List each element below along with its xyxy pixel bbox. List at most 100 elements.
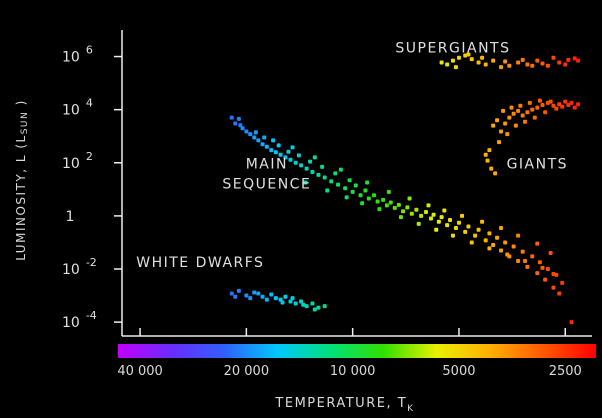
- point-giants: [507, 115, 512, 120]
- point-main-sequence: [312, 155, 317, 160]
- point-main-sequence: [283, 155, 288, 160]
- point-giants: [525, 110, 530, 115]
- point-main-sequence: [530, 254, 535, 259]
- point-main-sequence: [388, 200, 393, 205]
- point-main-sequence: [392, 205, 397, 210]
- point-giants: [493, 171, 498, 176]
- point-main-sequence: [375, 199, 380, 204]
- point-main-sequence: [523, 259, 528, 264]
- region-label: Giants: [507, 157, 568, 173]
- point-white-dwarfs: [322, 304, 327, 309]
- point-main-sequence: [426, 203, 431, 208]
- point-main-sequence: [278, 152, 283, 157]
- point-main-sequence: [505, 252, 510, 257]
- point-main-sequence: [338, 167, 343, 172]
- point-supergiants: [456, 55, 461, 60]
- point-supergiants: [491, 58, 496, 63]
- point-giants: [557, 102, 562, 107]
- point-main-sequence: [511, 244, 516, 249]
- point-main-sequence: [316, 172, 321, 177]
- point-white-dwarfs: [244, 293, 249, 298]
- point-supergiants: [572, 56, 577, 61]
- point-main-sequence: [416, 221, 421, 226]
- region-label: White Dwarfs: [136, 255, 264, 271]
- point-main-sequence: [569, 320, 574, 325]
- point-giants: [560, 104, 565, 109]
- point-main-sequence: [445, 223, 450, 228]
- point-giants: [503, 121, 508, 126]
- point-main-sequence: [310, 169, 315, 174]
- point-white-dwarfs: [301, 302, 306, 307]
- point-main-sequence: [535, 241, 540, 246]
- point-main-sequence: [343, 186, 348, 191]
- point-white-dwarfs: [260, 294, 265, 299]
- point-main-sequence: [358, 193, 363, 198]
- point-main-sequence: [288, 157, 293, 162]
- point-main-sequence: [264, 144, 269, 149]
- point-giants: [497, 140, 502, 145]
- point-main-sequence: [535, 271, 540, 276]
- point-main-sequence: [434, 227, 439, 232]
- region-labels: Supergiants Main Sequence Giants White Dwarf…: [136, 41, 568, 271]
- point-main-sequence: [372, 193, 377, 198]
- point-white-dwarfs: [310, 301, 315, 306]
- point-main-sequence: [398, 215, 403, 220]
- point-giants: [537, 98, 542, 103]
- point-main-sequence: [439, 215, 444, 220]
- point-supergiants: [499, 65, 504, 70]
- point-giants: [551, 103, 556, 108]
- point-main-sequence: [350, 189, 355, 194]
- point-main-sequence: [347, 178, 352, 183]
- point-main-sequence: [473, 233, 478, 238]
- point-main-sequence: [271, 138, 276, 143]
- point-supergiants: [566, 57, 571, 62]
- point-supergiants: [466, 52, 471, 57]
- point-main-sequence: [487, 246, 492, 251]
- region-label: Supergiants: [395, 41, 510, 57]
- temperature-colorbar: [118, 344, 596, 358]
- point-main-sequence: [363, 188, 368, 193]
- point-main-sequence: [436, 219, 441, 224]
- point-main-sequence: [229, 115, 234, 120]
- point-giants: [489, 166, 494, 171]
- point-main-sequence: [322, 175, 327, 180]
- point-white-dwarfs: [229, 291, 234, 296]
- point-main-sequence: [407, 196, 412, 201]
- point-main-sequence: [540, 265, 545, 270]
- point-main-sequence: [262, 135, 267, 140]
- point-white-dwarfs: [304, 304, 309, 309]
- point-main-sequence: [548, 251, 553, 256]
- point-supergiants: [540, 61, 545, 66]
- point-main-sequence: [545, 267, 550, 272]
- point-giants: [540, 102, 545, 107]
- point-main-sequence: [557, 291, 562, 296]
- point-main-sequence: [409, 211, 414, 216]
- point-main-sequence: [525, 264, 530, 269]
- point-main-sequence: [560, 280, 565, 285]
- point-main-sequence: [269, 148, 274, 153]
- point-giants: [543, 110, 548, 115]
- point-main-sequence: [401, 209, 406, 214]
- point-supergiants: [439, 60, 444, 65]
- point-main-sequence: [499, 248, 504, 253]
- point-main-sequence: [296, 153, 301, 158]
- point-supergiants: [557, 60, 562, 65]
- point-giants: [569, 100, 574, 105]
- point-main-sequence: [320, 164, 325, 169]
- point-supergiants: [545, 63, 550, 68]
- point-main-sequence: [483, 238, 488, 243]
- point-giants: [576, 102, 581, 107]
- y-axis-label: Luminosity, L (Lsun ): [14, 99, 30, 261]
- point-white-dwarfs: [290, 296, 295, 301]
- point-main-sequence: [429, 216, 434, 221]
- point-main-sequence: [405, 205, 410, 210]
- point-white-dwarfs: [236, 288, 241, 293]
- point-main-sequence: [551, 285, 556, 290]
- point-main-sequence: [344, 195, 349, 200]
- point-white-dwarfs: [256, 291, 261, 296]
- point-supergiants: [551, 55, 556, 60]
- point-main-sequence: [476, 227, 481, 232]
- point-main-sequence: [543, 277, 548, 282]
- point-main-sequence: [336, 182, 341, 187]
- point-supergiants: [453, 65, 458, 70]
